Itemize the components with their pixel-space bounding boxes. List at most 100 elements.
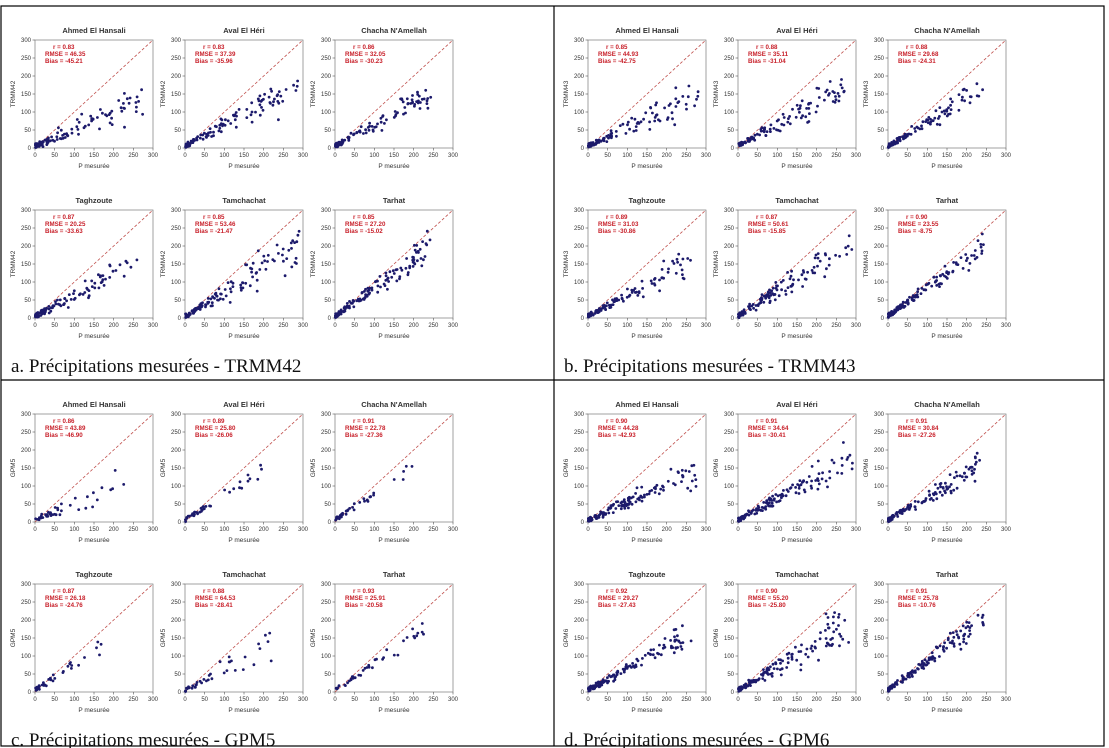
- data-point: [429, 96, 432, 99]
- x-tick-label: 100: [772, 323, 783, 329]
- y-tick-label: 200: [874, 618, 885, 624]
- x-tick-label: 0: [586, 527, 590, 533]
- data-point: [738, 686, 741, 689]
- data-point: [658, 279, 661, 282]
- y-tick-label: 50: [877, 298, 884, 304]
- data-point: [950, 483, 953, 486]
- data-point: [766, 130, 769, 133]
- data-point: [281, 254, 284, 257]
- data-point: [141, 113, 144, 116]
- data-point: [282, 248, 285, 251]
- data-point: [123, 126, 126, 129]
- data-point: [77, 508, 80, 511]
- data-point: [55, 135, 58, 138]
- y-tick-label: 250: [574, 430, 585, 436]
- data-point: [887, 517, 890, 520]
- data-point: [950, 490, 953, 493]
- data-point: [814, 257, 817, 260]
- subplot-b-2: Aval El Héri0050501001001501502002002502…: [713, 26, 862, 170]
- data-point: [192, 514, 195, 517]
- data-point: [194, 686, 197, 689]
- x-tick-label: 200: [259, 527, 270, 533]
- data-point: [928, 494, 931, 497]
- data-point: [931, 655, 934, 658]
- data-point: [230, 290, 233, 293]
- data-point: [819, 631, 822, 634]
- data-point: [635, 291, 638, 294]
- data-point: [798, 487, 801, 490]
- data-point: [610, 134, 613, 137]
- data-point: [776, 120, 779, 123]
- data-point: [276, 244, 279, 247]
- data-point: [805, 278, 808, 281]
- data-point: [969, 626, 972, 629]
- data-point: [650, 649, 653, 652]
- data-point: [831, 643, 834, 646]
- data-point: [224, 118, 227, 121]
- data-point: [787, 117, 790, 120]
- data-point: [598, 514, 601, 517]
- data-point: [46, 515, 49, 518]
- data-point: [804, 115, 807, 118]
- x-tick-label: 150: [642, 323, 653, 329]
- data-point: [224, 124, 227, 127]
- data-point: [752, 509, 755, 512]
- y-axis-label: GPM5: [10, 628, 17, 647]
- x-tick-label: 100: [69, 527, 80, 533]
- data-point: [939, 485, 942, 488]
- data-point: [946, 115, 949, 118]
- panel-caption: b. Précipitations mesurées - TRMM43: [564, 356, 855, 377]
- data-point: [209, 127, 212, 130]
- data-point: [240, 289, 243, 292]
- data-point: [266, 260, 269, 263]
- data-point: [77, 664, 80, 667]
- data-point: [769, 673, 772, 676]
- data-point: [674, 86, 677, 89]
- data-point: [415, 634, 418, 637]
- stat-r: r = 0.85: [203, 214, 225, 221]
- data-point: [961, 99, 964, 102]
- data-point: [847, 641, 850, 644]
- data-point: [908, 296, 911, 299]
- data-point: [937, 487, 940, 490]
- x-tick-label: 0: [586, 697, 590, 703]
- data-point: [889, 144, 892, 147]
- data-point: [933, 117, 936, 120]
- data-point: [811, 650, 814, 653]
- x-tick-label: 100: [69, 153, 80, 159]
- data-point: [690, 640, 693, 643]
- data-point: [74, 497, 77, 500]
- data-point: [115, 269, 118, 272]
- data-point: [60, 304, 63, 307]
- x-tick-label: 0: [886, 697, 890, 703]
- data-point: [910, 674, 913, 677]
- data-point: [285, 88, 288, 91]
- data-point: [838, 100, 841, 103]
- data-point: [348, 300, 351, 303]
- data-point: [837, 616, 840, 619]
- data-point: [202, 138, 205, 141]
- data-point: [413, 263, 416, 266]
- data-point: [402, 470, 405, 473]
- data-point: [413, 244, 416, 247]
- y-tick-label: 250: [724, 600, 735, 606]
- data-point: [590, 311, 593, 314]
- y-tick-label: 50: [877, 502, 884, 508]
- y-tick-label: 0: [881, 520, 885, 526]
- data-point: [238, 486, 241, 489]
- data-point: [71, 132, 74, 135]
- data-point: [970, 254, 973, 257]
- y-tick-label: 300: [874, 38, 885, 44]
- subplot-c-4: Taghzoute0050501001001501502002002502503…: [10, 570, 159, 714]
- data-point: [368, 287, 371, 290]
- data-point: [840, 472, 843, 475]
- data-point: [796, 104, 799, 107]
- y-tick-label: 250: [21, 226, 32, 232]
- data-point: [92, 491, 95, 494]
- data-point: [602, 512, 605, 515]
- subplot-d-4: Taghzoute0050501001001501502002002502503…: [563, 570, 712, 714]
- stat-r: r = 0.89: [606, 214, 628, 221]
- data-point: [802, 480, 805, 483]
- data-point: [887, 316, 890, 319]
- data-point: [281, 100, 284, 103]
